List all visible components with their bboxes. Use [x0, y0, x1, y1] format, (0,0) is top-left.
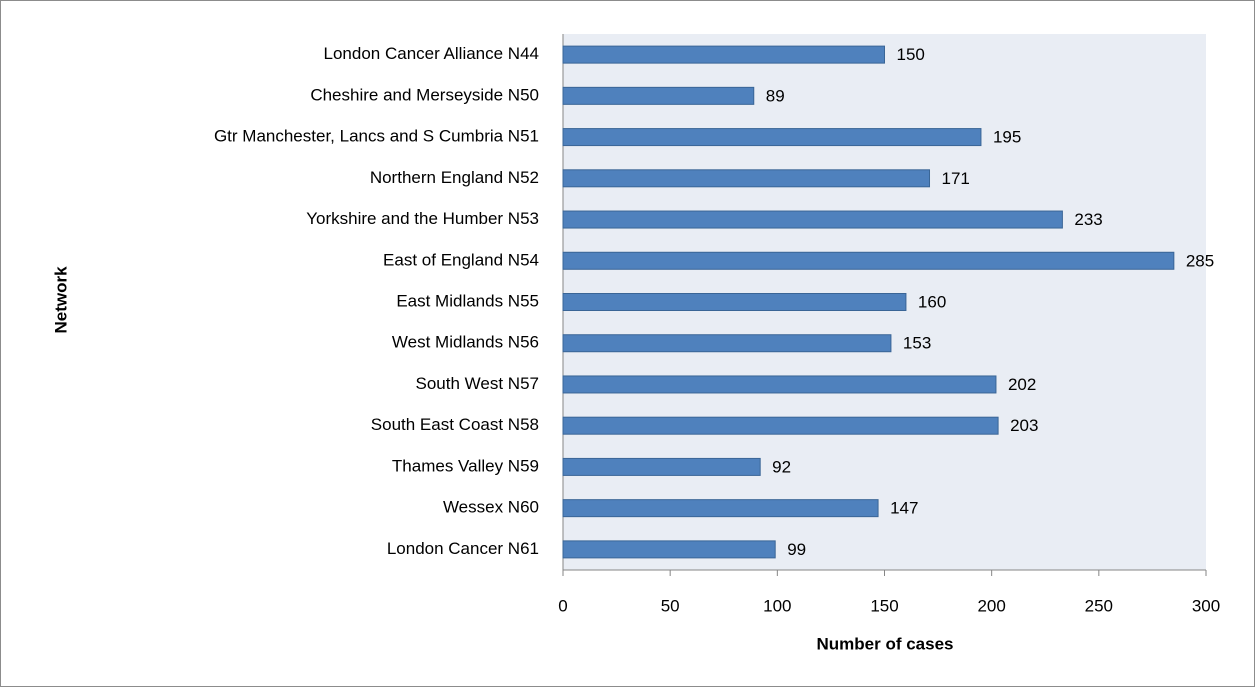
- data-label: 233: [1074, 210, 1102, 229]
- y-axis-title: Network: [51, 266, 70, 334]
- bar: [562, 499, 879, 518]
- bar: [562, 210, 1063, 229]
- data-label: 203: [1010, 416, 1038, 435]
- y-tick-label: London Cancer Alliance N44: [324, 44, 539, 63]
- y-tick-label: London Cancer N61: [387, 539, 539, 558]
- data-label: 92: [772, 457, 791, 476]
- bar: [562, 169, 931, 188]
- bar: [562, 293, 907, 311]
- y-tick-label: West Midlands N56: [392, 333, 539, 352]
- y-tick-label: South West N57: [416, 374, 539, 393]
- bar: [562, 86, 755, 105]
- y-tick-label: Northern England N52: [370, 168, 539, 187]
- data-label: 89: [766, 86, 785, 105]
- y-tick-label: Wessex N60: [443, 498, 539, 517]
- y-tick-label: Yorkshire and the Humber N53: [306, 209, 539, 228]
- data-label: 202: [1008, 375, 1036, 394]
- data-label: 99: [787, 540, 806, 559]
- data-label: 147: [890, 499, 918, 518]
- y-tick-label: East Midlands N55: [396, 291, 539, 310]
- bar: [562, 45, 885, 64]
- y-tick-label: Cheshire and Merseyside N50: [310, 85, 539, 104]
- y-tick-label: East of England N54: [383, 250, 539, 269]
- x-tick-label: 250: [1085, 596, 1113, 615]
- data-label: 171: [942, 169, 970, 188]
- y-tick-label: Gtr Manchester, Lancs and S Cumbria N51: [214, 127, 539, 146]
- data-label: 153: [903, 334, 931, 353]
- data-label: 150: [897, 45, 925, 64]
- x-tick-label: 100: [763, 596, 791, 615]
- x-tick-label: 200: [977, 596, 1005, 615]
- x-tick-label: 300: [1192, 596, 1220, 615]
- y-tick-label: Thames Valley N59: [392, 456, 539, 475]
- x-tick-label: 0: [558, 596, 567, 615]
- x-tick-label: 50: [661, 596, 680, 615]
- data-label: 195: [993, 128, 1021, 147]
- bar: [562, 251, 1175, 270]
- bar: [562, 457, 761, 476]
- bar: [562, 540, 776, 559]
- data-label: 160: [918, 292, 946, 311]
- x-tick-label: 150: [870, 596, 898, 615]
- y-tick-label: South East Coast N58: [371, 415, 539, 434]
- bar: [562, 416, 999, 435]
- bar: [562, 334, 892, 353]
- data-label: 285: [1186, 251, 1214, 270]
- bar: [562, 375, 997, 394]
- x-axis-title: Number of cases: [817, 634, 954, 653]
- bar: [562, 128, 982, 147]
